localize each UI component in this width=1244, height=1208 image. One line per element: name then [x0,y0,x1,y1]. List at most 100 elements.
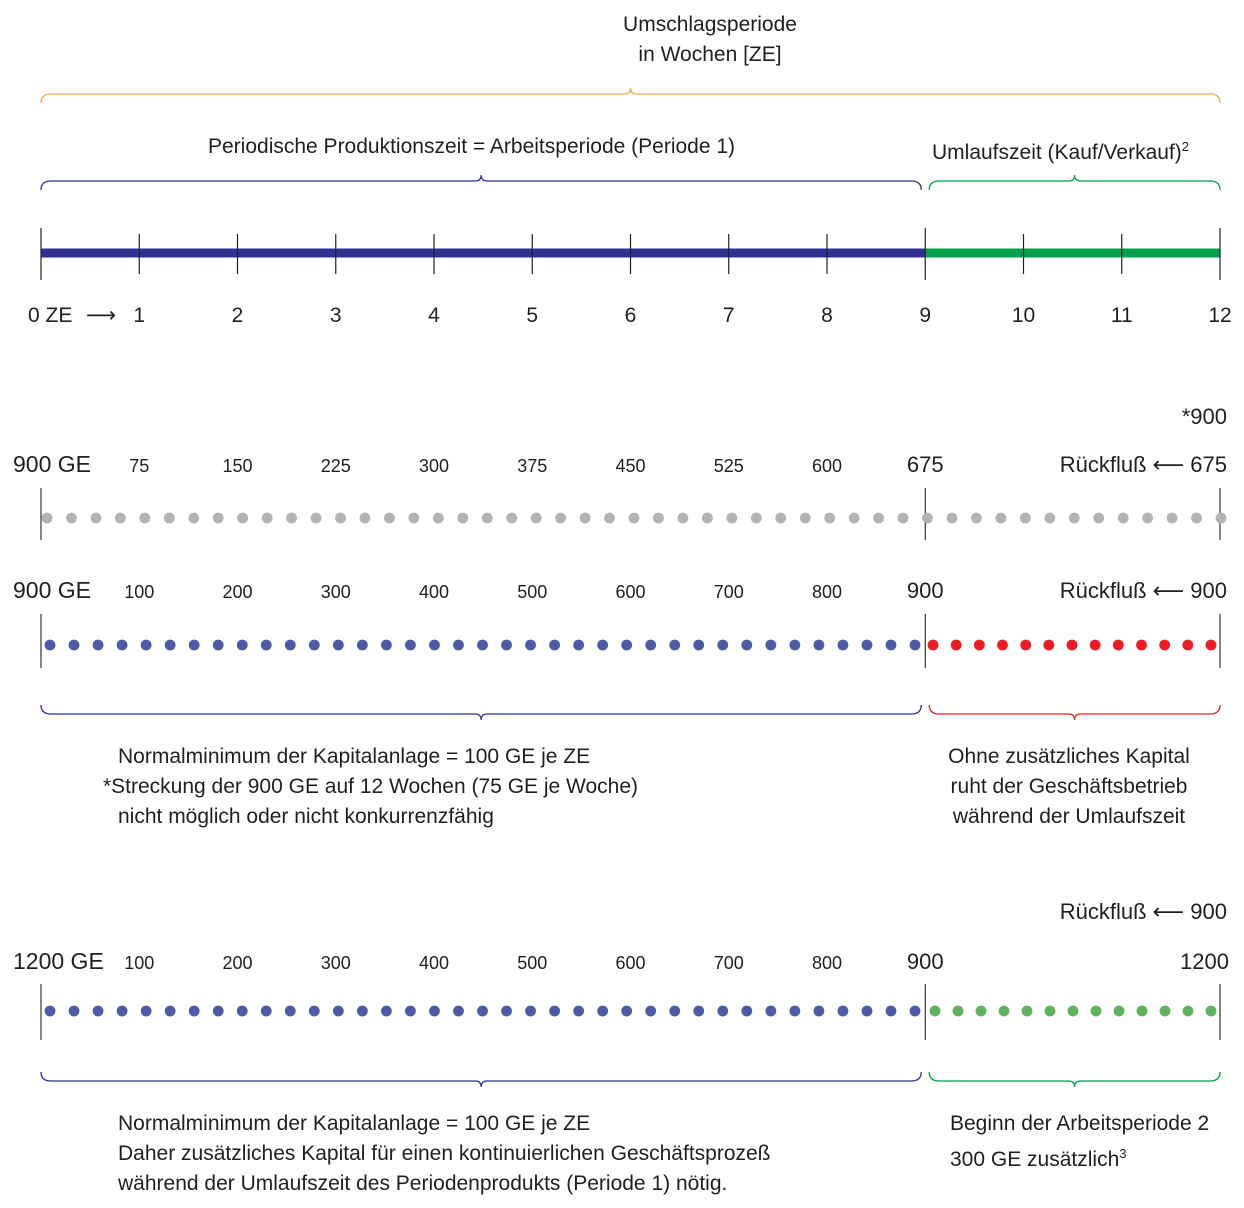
row3-circulation-dot-8 [1113,1005,1125,1017]
row1-dot-43 [1093,512,1105,524]
row1-dot-7 [212,512,224,524]
row1-dot-40 [1019,512,1031,524]
row2-production-dot-24 [621,639,633,651]
row2-circulation-dot-4 [1020,639,1032,651]
row3-production-dot-9 [260,1005,272,1017]
row2-circulation-dot-12 [1205,639,1217,651]
row2-circulation-dot-6 [1066,639,1078,651]
row2-production-dot-12 [332,639,344,651]
row1-dot-8 [237,512,249,524]
row2-value-400: 400 [419,582,449,602]
row2-value-300: 300 [321,582,351,602]
timeline-tick-label-3: 3 [330,304,342,327]
row2-production-dot-28 [717,639,729,651]
note2-line3: während der Umlaufszeit des Periodenprod… [118,1172,728,1195]
row2-circulation-dot-7 [1089,639,1101,651]
row2-production-dot-16 [429,639,440,651]
row1-dot-47 [1191,512,1202,524]
row2-production-dot-11 [308,639,320,651]
turnover-label-line1: Umschlagsperiode [623,13,797,36]
row3-circulation-dot-11 [1182,1005,1194,1017]
row3-production-dot-24 [621,1005,633,1017]
row1-dot-35 [897,512,909,524]
row2-circulation-dot-2 [973,639,985,651]
timeline-tick-label-8: 8 [821,304,833,327]
row1-dot-12 [335,512,346,524]
note2-line2: Daher zusätzliches Kapital für einen kon… [118,1142,771,1165]
row1-dot-16 [432,512,444,524]
row3-production-dot-5 [164,1005,176,1017]
row1-value-150: 150 [222,456,252,476]
row1-dot-22 [579,512,591,524]
row1-dot-27 [701,512,713,524]
row3-value-700: 700 [714,953,744,973]
row1-dot-19 [506,512,518,524]
row2-circulation-dot-11 [1182,639,1194,651]
row3-production-dot-13 [356,1005,368,1017]
row3-circulation-dot-0 [929,1005,941,1017]
row3-circulation-dot-6 [1067,1005,1079,1017]
timeline-tick-label-12: 12 [1208,304,1231,327]
row2-production-dot-9 [260,639,272,651]
row3-production-dot-35 [885,1005,897,1017]
circulation-label-text: Umlaufszeit (Kauf/Verkauf) [932,141,1182,164]
row2-production-dot-0 [44,639,56,651]
row3-production-dot-4 [140,1005,152,1017]
row2-production-dot-33 [837,639,849,651]
row2-production-dot-17 [453,639,464,651]
row3-production-dot-15 [405,1005,416,1017]
note1-right-line2: ruht der Geschäftsbetrieb [950,775,1188,798]
row3-circulation-dot-9 [1136,1005,1148,1017]
row3-circulation-dot-4 [1021,1005,1033,1017]
row3-production-dot-0 [44,1005,56,1017]
row3-production-dot-31 [789,1005,801,1017]
row2-production-dot-31 [789,639,801,651]
row3-production-dot-19 [501,1005,512,1017]
row3-end-label: 1200 [1180,949,1229,974]
row2-production-dot-30 [765,639,777,651]
row1-dot-41 [1044,512,1056,524]
row3-production-dot-25 [645,1005,657,1017]
circulation-period-label: Umlaufszeit (Kauf/Verkauf)2 [932,132,1189,168]
row3-production-dot-34 [861,1005,873,1017]
row2-production-dot-18 [477,639,488,651]
row2-circulation-dot-8 [1112,639,1124,651]
row3-production-dot-17 [453,1005,464,1017]
row1-dot-38 [971,512,982,524]
timeline-tick-label-1: 1 [133,304,145,327]
row3-circulation-dot-12 [1205,1005,1217,1017]
row2-production-dot-13 [356,639,368,651]
row2-production-dot-14 [380,639,392,651]
row1-dot-36 [922,512,933,524]
row3-value-600: 600 [615,953,645,973]
row2-production-dot-26 [669,639,681,651]
row3-production-dot-30 [765,1005,777,1017]
production-brace [40,174,922,191]
footnote-3-marker: 3 [1119,1146,1127,1161]
row1-dot-23 [604,512,615,524]
row3-value-900: 900 [907,949,944,974]
row2-production-dot-34 [861,639,873,651]
row3-production-dot-22 [573,1005,585,1017]
row3-circulation-dot-2 [975,1005,987,1017]
row1-asterisk-label: *900 [1182,404,1227,429]
row3-return-label: Rückfluß ⟵ 900 [1060,899,1227,924]
note1-line3: nicht möglich oder nicht konkurrenzfähig [118,805,494,828]
row3-production-dot-27 [693,1005,705,1017]
row1-return-label: Rückfluß ⟵ 675 [1060,452,1227,477]
note1-right-line3: während der Umlaufszeit [952,805,1186,828]
production-period-label: Periodische Produktionszeit = Arbeitsper… [208,135,736,158]
row3-production-dot-16 [429,1005,440,1017]
row2-production-dot-25 [645,639,657,651]
row2-circulation-brace [928,704,1221,721]
row1-dot-9 [261,512,273,524]
row3-production-dot-8 [236,1005,248,1017]
row1-dot-30 [775,512,787,524]
turnover-period-label: Umschlagsperiode in Wochen [ZE] [560,10,860,70]
row2-production-dot-32 [813,639,825,651]
row3-value-500: 500 [517,953,547,973]
row2-value-200: 200 [222,582,252,602]
row1-dot-2 [90,512,102,524]
